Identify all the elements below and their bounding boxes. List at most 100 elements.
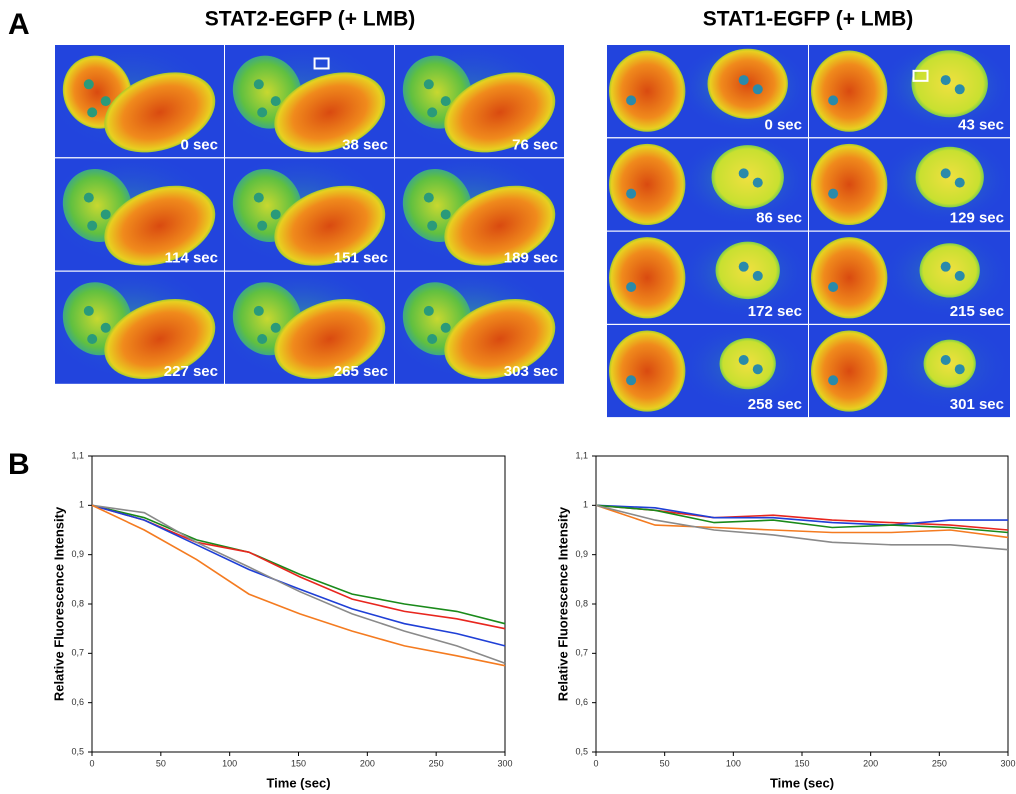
- nucleolus: [440, 209, 451, 220]
- cell: [715, 241, 780, 300]
- nucleolus: [253, 305, 264, 316]
- nucleolus: [427, 333, 438, 344]
- nucleolus: [253, 192, 264, 203]
- micrograph: [225, 158, 394, 271]
- cell: [811, 330, 888, 412]
- y-tick-label: 0,9: [575, 549, 588, 559]
- y-axis-title: Relative Fluorescence Intensity: [51, 506, 66, 701]
- x-tick-label: 100: [222, 758, 237, 768]
- nucleolus: [738, 75, 749, 86]
- nucleolus: [828, 281, 839, 292]
- micrograph: [55, 158, 224, 271]
- timepoint-label: 43 sec: [958, 116, 1004, 133]
- timepoint-label: 76 sec: [512, 136, 558, 153]
- nucleolus: [954, 270, 965, 281]
- nucleolus: [752, 177, 763, 188]
- nucleolus: [87, 107, 98, 118]
- y-tick-label: 1: [583, 500, 588, 510]
- micrograph: [395, 158, 564, 271]
- timepoint-label: 0 sec: [764, 116, 802, 133]
- y-tick-label: 0,7: [71, 648, 84, 658]
- nucleolus: [954, 177, 965, 188]
- nucleolus: [738, 168, 749, 179]
- x-tick-label: 50: [156, 758, 166, 768]
- micrograph: [607, 138, 808, 231]
- cell: [609, 330, 686, 412]
- y-tick-label: 0,8: [71, 598, 84, 608]
- x-tick-label: 0: [89, 758, 94, 768]
- cell: [444, 185, 556, 266]
- nucleolus: [752, 84, 763, 95]
- series-line: [91, 504, 506, 647]
- x-tick-label: 150: [291, 758, 306, 768]
- nucleolus: [83, 192, 94, 203]
- y-axis-title: Relative Fluorescence Intensity: [555, 506, 570, 701]
- x-tick-label: 100: [726, 758, 741, 768]
- y-tick-label: 0,6: [575, 697, 588, 707]
- nucleolus: [100, 96, 111, 107]
- timepoint-label: 151 sec: [334, 250, 388, 267]
- micrograph: [809, 45, 1010, 138]
- nucleolus: [423, 305, 434, 316]
- nucleolus: [83, 79, 94, 90]
- nucleolus: [87, 220, 98, 231]
- cell: [104, 185, 216, 266]
- nucleolus: [100, 209, 111, 220]
- x-tick-label: 200: [863, 758, 878, 768]
- timepoint-label: 189 sec: [504, 250, 558, 267]
- y-tick-label: 0,6: [71, 697, 84, 707]
- nucleolus: [940, 168, 951, 179]
- x-tick-label: 250: [429, 758, 444, 768]
- roi-marker: [313, 57, 330, 70]
- cell: [444, 72, 556, 153]
- timepoint-label: 303 sec: [504, 363, 558, 380]
- timepoint-label: 301 sec: [950, 396, 1004, 413]
- nucleolus: [440, 96, 451, 107]
- nucleolus: [626, 375, 637, 386]
- nucleolus: [423, 79, 434, 90]
- cell: [707, 48, 788, 119]
- x-tick-label: 150: [794, 758, 809, 768]
- cell: [274, 72, 386, 153]
- x-tick-label: 200: [360, 758, 375, 768]
- nucleolus: [940, 354, 951, 365]
- series-line: [595, 504, 1009, 534]
- micrograph: [607, 45, 808, 138]
- timepoint-label: 129 sec: [950, 210, 1004, 227]
- timepoint-label: 0 sec: [180, 136, 218, 153]
- y-tick-label: 0,9: [71, 549, 84, 559]
- cell: [811, 50, 888, 132]
- nucleolus: [423, 192, 434, 203]
- nucleolus: [752, 270, 763, 281]
- series-line: [91, 504, 506, 664]
- y-tick-label: 0,5: [575, 746, 588, 756]
- nucleolus: [257, 107, 268, 118]
- panel-label: B: [8, 448, 30, 481]
- cell: [919, 243, 980, 298]
- timepoint-label: 86 sec: [756, 210, 802, 227]
- panel-label: A: [8, 8, 30, 41]
- nucleolus: [257, 333, 268, 344]
- cell: [609, 237, 686, 319]
- x-tick-label: 50: [660, 758, 670, 768]
- micrograph: [607, 231, 808, 324]
- plot-frame: [91, 455, 506, 753]
- nucleolus: [87, 333, 98, 344]
- nucleolus: [738, 354, 749, 365]
- x-tick-label: 300: [497, 758, 512, 768]
- micrograph: [809, 138, 1010, 231]
- nucleolus: [626, 188, 637, 199]
- nucleolus: [257, 220, 268, 231]
- timepoint-label: 38 sec: [342, 136, 388, 153]
- timepoint-label: 172 sec: [748, 303, 802, 320]
- timepoint-label: 114 sec: [165, 250, 218, 267]
- x-tick-label: 300: [1000, 758, 1015, 768]
- cell: [811, 237, 888, 319]
- cell: [811, 143, 888, 226]
- micrograph: [55, 45, 224, 158]
- nucleolus: [270, 322, 281, 333]
- timepoint-label: 215 sec: [950, 303, 1004, 320]
- cell: [923, 339, 976, 388]
- cell: [274, 298, 386, 379]
- nucleolus: [752, 364, 763, 375]
